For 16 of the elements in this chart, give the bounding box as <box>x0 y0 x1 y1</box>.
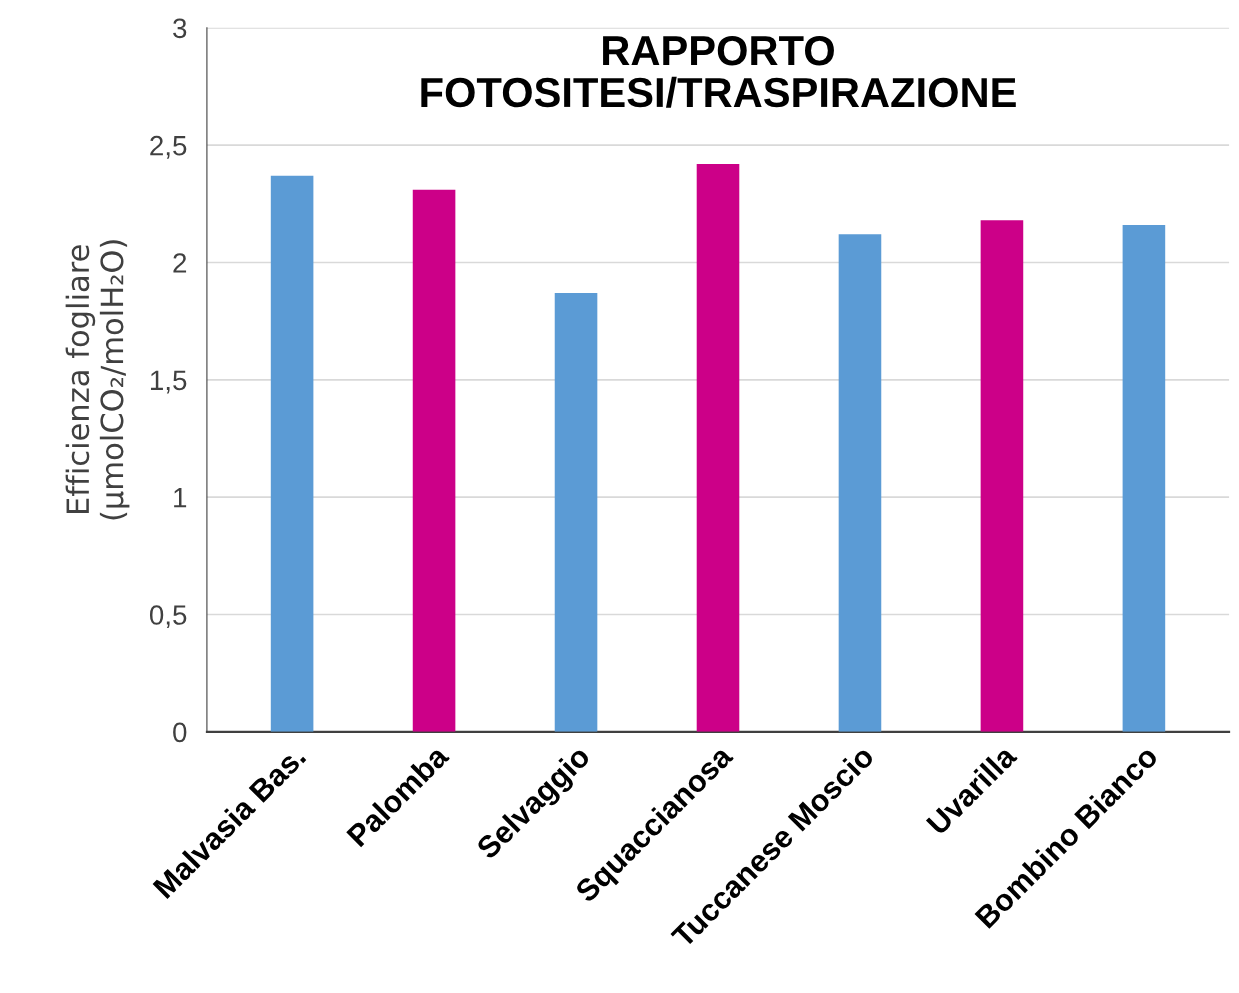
bar <box>980 220 1024 732</box>
bar <box>270 175 314 732</box>
y-tick-label: 3 <box>173 18 187 39</box>
text: RAPPORTO FOTOSITESI/TRASPIRAZIONE <box>421 35 1016 108</box>
y-tick-label: 2 <box>173 253 187 273</box>
y-tick-label: 1 <box>174 488 187 508</box>
bar <box>554 292 598 732</box>
y-tick-label: 0,5 <box>149 605 187 629</box>
y-tick-label: 0 <box>173 722 187 743</box>
y-tick-label: 1,5 <box>150 370 187 394</box>
bar <box>838 234 882 732</box>
bar <box>412 189 456 732</box>
bar <box>696 163 740 732</box>
y-tick-label: 2,5 <box>150 135 187 159</box>
bar <box>1122 224 1166 732</box>
y-axis-title: Efficienza fogliare (µmolCO₂/molH₂O) <box>65 240 130 520</box>
